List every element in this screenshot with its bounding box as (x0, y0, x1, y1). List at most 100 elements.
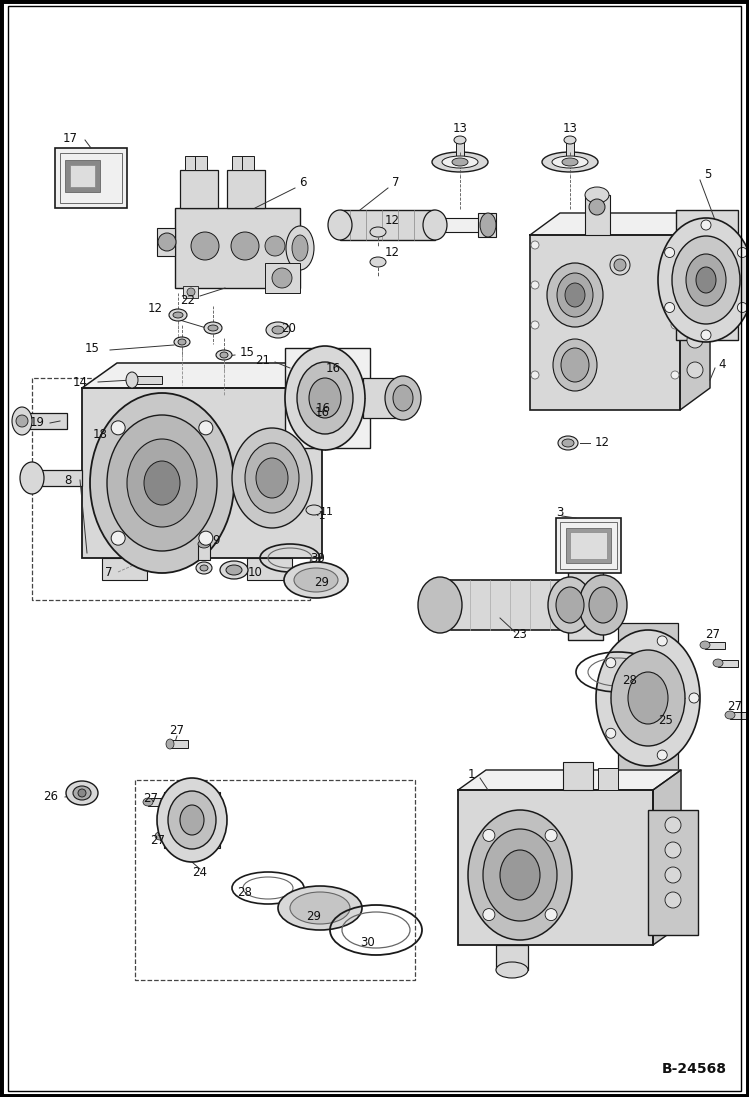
Circle shape (671, 371, 679, 378)
Ellipse shape (452, 158, 468, 166)
Text: 12: 12 (148, 302, 163, 315)
Bar (440, 580, 570, 630)
Ellipse shape (216, 350, 232, 360)
Bar (563, 762, 593, 790)
Circle shape (606, 658, 616, 668)
Bar (598, 768, 618, 790)
Circle shape (657, 636, 667, 646)
Circle shape (664, 303, 675, 313)
Ellipse shape (328, 210, 352, 240)
Bar (183, 286, 198, 298)
Ellipse shape (393, 385, 413, 411)
Ellipse shape (309, 378, 341, 418)
Circle shape (606, 728, 616, 738)
Ellipse shape (611, 651, 685, 746)
Text: 24: 24 (192, 866, 207, 879)
Ellipse shape (385, 376, 421, 420)
Bar (132, 376, 162, 384)
Ellipse shape (12, 407, 32, 436)
Ellipse shape (454, 136, 466, 144)
Ellipse shape (204, 323, 222, 333)
Text: 10: 10 (248, 565, 263, 578)
Ellipse shape (208, 325, 218, 331)
Ellipse shape (665, 842, 681, 858)
Text: 12: 12 (384, 214, 399, 226)
Bar (458, 790, 653, 945)
Bar (195, 156, 207, 170)
Ellipse shape (266, 323, 290, 338)
Bar (285, 348, 370, 448)
Bar (175, 208, 300, 289)
Text: 6: 6 (300, 177, 307, 190)
Text: 9: 9 (212, 533, 219, 546)
Bar (570, 532, 607, 559)
Polygon shape (680, 213, 710, 410)
Text: 27: 27 (150, 834, 165, 847)
Text: 13: 13 (562, 122, 577, 135)
Text: 3: 3 (556, 507, 563, 520)
Ellipse shape (290, 892, 350, 924)
Bar (530, 235, 680, 410)
Ellipse shape (220, 561, 248, 579)
Circle shape (198, 421, 213, 434)
Bar (676, 210, 738, 340)
Bar (435, 218, 480, 231)
Circle shape (78, 789, 86, 798)
Circle shape (689, 693, 699, 703)
Ellipse shape (245, 443, 299, 513)
Circle shape (265, 236, 285, 256)
Text: 12: 12 (384, 246, 399, 259)
Ellipse shape (562, 158, 578, 166)
Text: 11: 11 (320, 507, 334, 517)
Text: 4: 4 (718, 359, 726, 372)
Ellipse shape (468, 810, 572, 940)
Bar (265, 263, 300, 293)
Ellipse shape (220, 352, 228, 358)
Text: 21: 21 (255, 353, 270, 366)
Ellipse shape (196, 562, 212, 574)
Circle shape (231, 231, 259, 260)
Ellipse shape (687, 242, 703, 258)
Ellipse shape (725, 711, 735, 719)
Ellipse shape (226, 565, 242, 575)
Ellipse shape (564, 136, 576, 144)
Bar (55, 148, 127, 208)
Bar (185, 156, 197, 170)
Ellipse shape (686, 255, 726, 306)
Ellipse shape (542, 152, 598, 172)
Bar (60, 152, 122, 203)
Polygon shape (653, 770, 681, 945)
Circle shape (589, 199, 605, 215)
Bar (242, 156, 254, 170)
Ellipse shape (66, 781, 98, 805)
Circle shape (531, 321, 539, 329)
Ellipse shape (173, 312, 183, 318)
Bar (566, 528, 611, 563)
Text: 30: 30 (310, 552, 325, 565)
Circle shape (198, 531, 213, 545)
Ellipse shape (166, 739, 174, 749)
Text: 19: 19 (30, 416, 45, 429)
Bar (247, 558, 292, 580)
Circle shape (701, 330, 711, 340)
Ellipse shape (480, 213, 496, 237)
Bar (566, 140, 574, 162)
Ellipse shape (90, 393, 234, 573)
Ellipse shape (168, 791, 216, 849)
Ellipse shape (178, 339, 186, 344)
Text: 28: 28 (622, 674, 637, 687)
Polygon shape (82, 363, 357, 388)
Ellipse shape (696, 267, 716, 293)
Bar (170, 740, 188, 748)
Ellipse shape (127, 439, 197, 527)
Circle shape (111, 421, 125, 434)
Ellipse shape (294, 568, 338, 592)
Ellipse shape (200, 565, 208, 572)
Bar (232, 156, 244, 170)
Ellipse shape (687, 302, 703, 318)
Ellipse shape (272, 326, 284, 333)
Ellipse shape (174, 337, 190, 347)
Text: 13: 13 (452, 122, 467, 135)
Bar (560, 522, 617, 569)
Text: 18: 18 (93, 429, 108, 441)
